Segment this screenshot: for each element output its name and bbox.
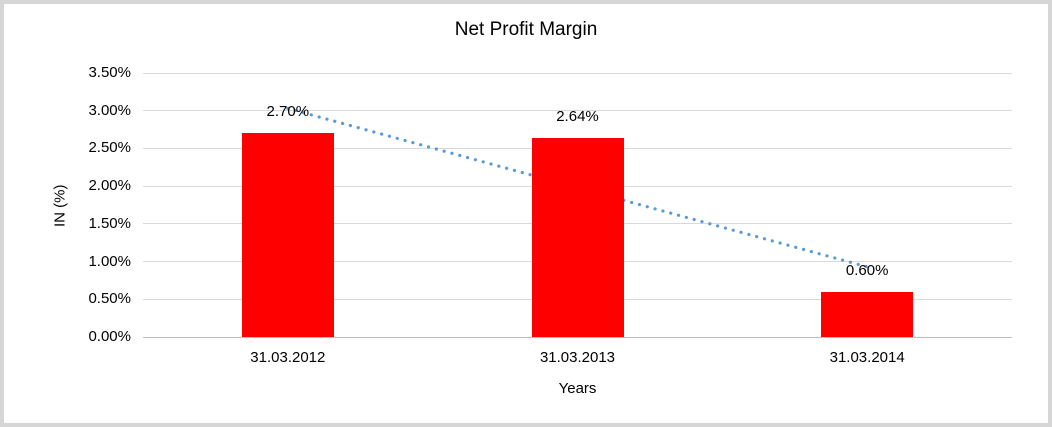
y-tick-label: 0.50% xyxy=(88,290,131,308)
x-axis-line xyxy=(143,336,1012,338)
y-tick-label: 0.00% xyxy=(88,328,131,345)
bar xyxy=(241,133,334,337)
data-label: 2.64% xyxy=(556,107,599,125)
data-label: 0.60% xyxy=(845,261,889,279)
y-axis-title: IN (%) xyxy=(51,184,69,228)
x-category-label: 31.03.2014 xyxy=(829,349,905,366)
x-category-label: 31.03.2013 xyxy=(539,349,616,366)
y-tick-label: 1.00% xyxy=(88,252,131,270)
y-tick-label: 1.50% xyxy=(88,214,131,232)
x-category-label: 31.03.2012 xyxy=(250,349,326,366)
y-tick-label: 2.50% xyxy=(88,139,131,157)
bar xyxy=(821,291,914,337)
bar xyxy=(531,137,624,337)
x-axis-title: Years xyxy=(558,380,597,397)
y-tick-label: 3.50% xyxy=(88,64,131,81)
chart-title: Net Profit Margin xyxy=(454,19,598,40)
y-tick-label: 3.00% xyxy=(88,101,131,119)
gridline xyxy=(143,72,1012,74)
data-label: 2.70% xyxy=(266,103,310,121)
y-tick-label: 2.00% xyxy=(88,177,131,195)
